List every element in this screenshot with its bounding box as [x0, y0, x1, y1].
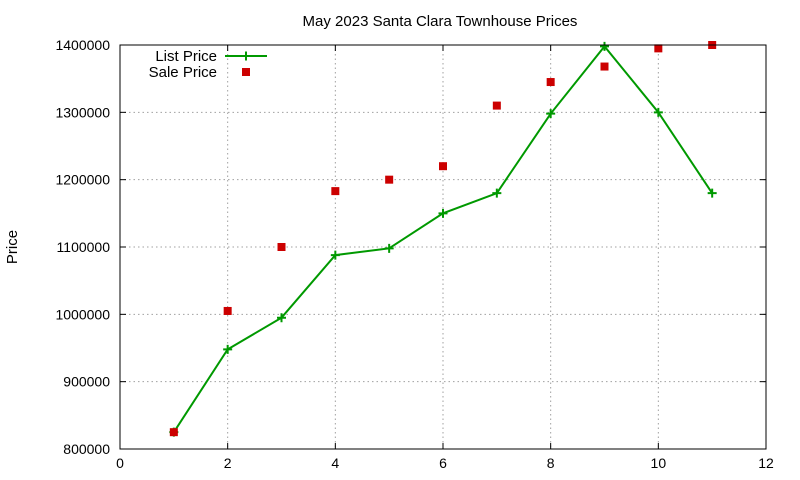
chart-title: May 2023 Santa Clara Townhouse Prices	[303, 13, 578, 30]
x-tick-label: 12	[758, 455, 774, 471]
sale-price-point	[169, 428, 178, 437]
list-price-point	[653, 107, 663, 117]
y-axis-label: Price	[4, 230, 21, 264]
x-tick-label: 0	[116, 455, 124, 471]
y-tick-label: 900000	[63, 374, 110, 390]
y-tick-label: 800000	[63, 441, 110, 457]
sale-price-point	[546, 78, 555, 87]
sale-price-point	[331, 187, 340, 196]
sale-price-point	[600, 62, 609, 71]
legend-label-list-price: List Price	[155, 48, 217, 65]
x-tick-label: 6	[439, 455, 447, 471]
sale-price-point	[439, 162, 447, 171]
y-tick-label: 1300000	[55, 104, 110, 120]
x-tick-label: 2	[224, 455, 232, 471]
list-price-point	[223, 344, 233, 354]
list-price-point	[277, 313, 286, 323]
y-tick-label: 1200000	[55, 172, 110, 188]
list-price-point	[492, 188, 502, 198]
legend-label-sale-price: Sale Price	[149, 64, 217, 81]
list-price-point	[384, 243, 394, 253]
x-tick-label: 10	[651, 455, 667, 471]
legend-swatch-plus	[241, 51, 251, 61]
list-price-point	[546, 109, 556, 119]
tick-labels: 0 2 4 6 8 10 12 800000 900000 1000000 1100000 12000…	[55, 37, 774, 471]
y-tick-label: 1000000	[55, 306, 110, 322]
x-tick-label: 8	[547, 455, 555, 471]
sale-price-point	[277, 243, 286, 251]
plot-frame	[119, 44, 767, 450]
legend-swatch-square	[242, 68, 250, 76]
list-price-point	[707, 188, 717, 198]
sale-price-point	[223, 306, 232, 315]
sale-price-point	[385, 175, 394, 184]
series-layer	[169, 41, 717, 437]
list-price-point	[438, 208, 448, 218]
sale-price-point	[654, 44, 663, 53]
list-price-point	[330, 250, 340, 260]
sale-price-point	[492, 101, 501, 110]
x-tick-label: 4	[331, 455, 339, 471]
y-tick-label: 1400000	[55, 37, 110, 53]
y-tick-label: 1100000	[57, 239, 111, 255]
grid	[120, 45, 766, 449]
list-price-point	[600, 41, 609, 51]
